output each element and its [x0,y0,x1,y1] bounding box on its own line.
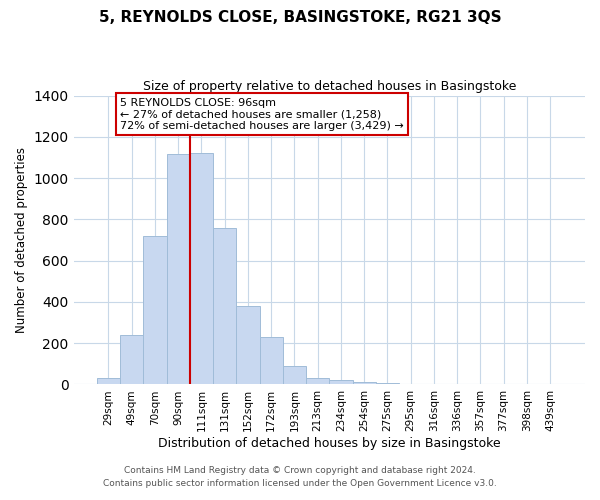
X-axis label: Distribution of detached houses by size in Basingstoke: Distribution of detached houses by size … [158,437,500,450]
Bar [353,382,376,384]
Bar [213,228,236,384]
Bar [260,338,283,384]
Text: 5 REYNOLDS CLOSE: 96sqm
← 27% of detached houses are smaller (1,258)
72% of semi: 5 REYNOLDS CLOSE: 96sqm ← 27% of detache… [120,98,404,131]
Bar [97,378,120,384]
Bar [143,236,167,384]
Bar [306,378,329,384]
Bar [329,380,353,384]
Text: Contains HM Land Registry data © Crown copyright and database right 2024.
Contai: Contains HM Land Registry data © Crown c… [103,466,497,487]
Y-axis label: Number of detached properties: Number of detached properties [15,147,28,333]
Bar [283,366,306,384]
Bar [236,306,260,384]
Bar [190,154,213,384]
Bar [167,154,190,384]
Title: Size of property relative to detached houses in Basingstoke: Size of property relative to detached ho… [143,80,516,93]
Text: 5, REYNOLDS CLOSE, BASINGSTOKE, RG21 3QS: 5, REYNOLDS CLOSE, BASINGSTOKE, RG21 3QS [98,10,502,25]
Bar [120,335,143,384]
